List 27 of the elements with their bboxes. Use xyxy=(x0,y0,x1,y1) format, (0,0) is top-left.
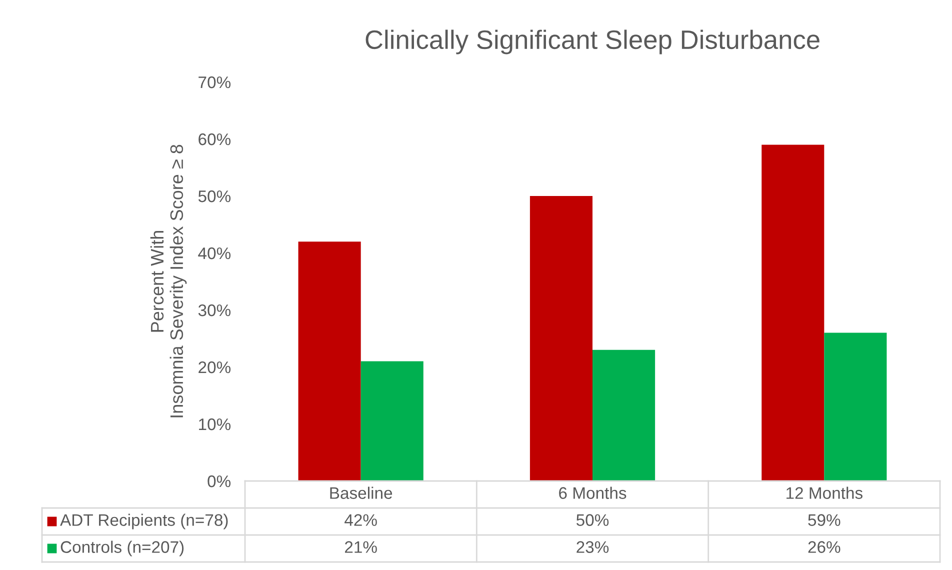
legend-label: Controls (n=207) xyxy=(60,540,184,556)
y-tick-label: 70% xyxy=(198,76,231,88)
bar xyxy=(530,196,592,481)
y-tick-label: 50% xyxy=(198,190,231,202)
data-label: 50% xyxy=(576,514,609,526)
bar xyxy=(762,144,824,481)
legend-label: ADT Recipients (n=78) xyxy=(60,514,228,530)
data-label: 26% xyxy=(808,541,840,553)
x-tick-label: Baseline xyxy=(330,486,392,499)
y-tick-label: 40% xyxy=(198,247,231,260)
y-tick-label: 30% xyxy=(198,304,231,316)
y-tick-label: 0% xyxy=(208,475,231,488)
bar xyxy=(824,332,887,481)
data-label: 59% xyxy=(808,514,840,526)
x-tick-label: 12 Months xyxy=(786,486,862,499)
y-tick-label: 10% xyxy=(199,418,231,430)
bar xyxy=(360,361,424,481)
chart-title: Clinically Significant Sleep Disturbance xyxy=(366,30,820,54)
x-tick-label: 6 Months xyxy=(559,486,626,499)
data-label: 42% xyxy=(344,514,377,526)
bar xyxy=(592,350,656,481)
y-tick-label: 20% xyxy=(198,361,231,374)
data-label: 21% xyxy=(344,541,377,553)
data-label: 23% xyxy=(576,541,609,553)
y-axis-title: Percent With Insomnia Severity Index Score ≥ 8 xyxy=(150,144,187,418)
y-tick-label: 60% xyxy=(198,133,231,146)
bar xyxy=(298,242,361,481)
